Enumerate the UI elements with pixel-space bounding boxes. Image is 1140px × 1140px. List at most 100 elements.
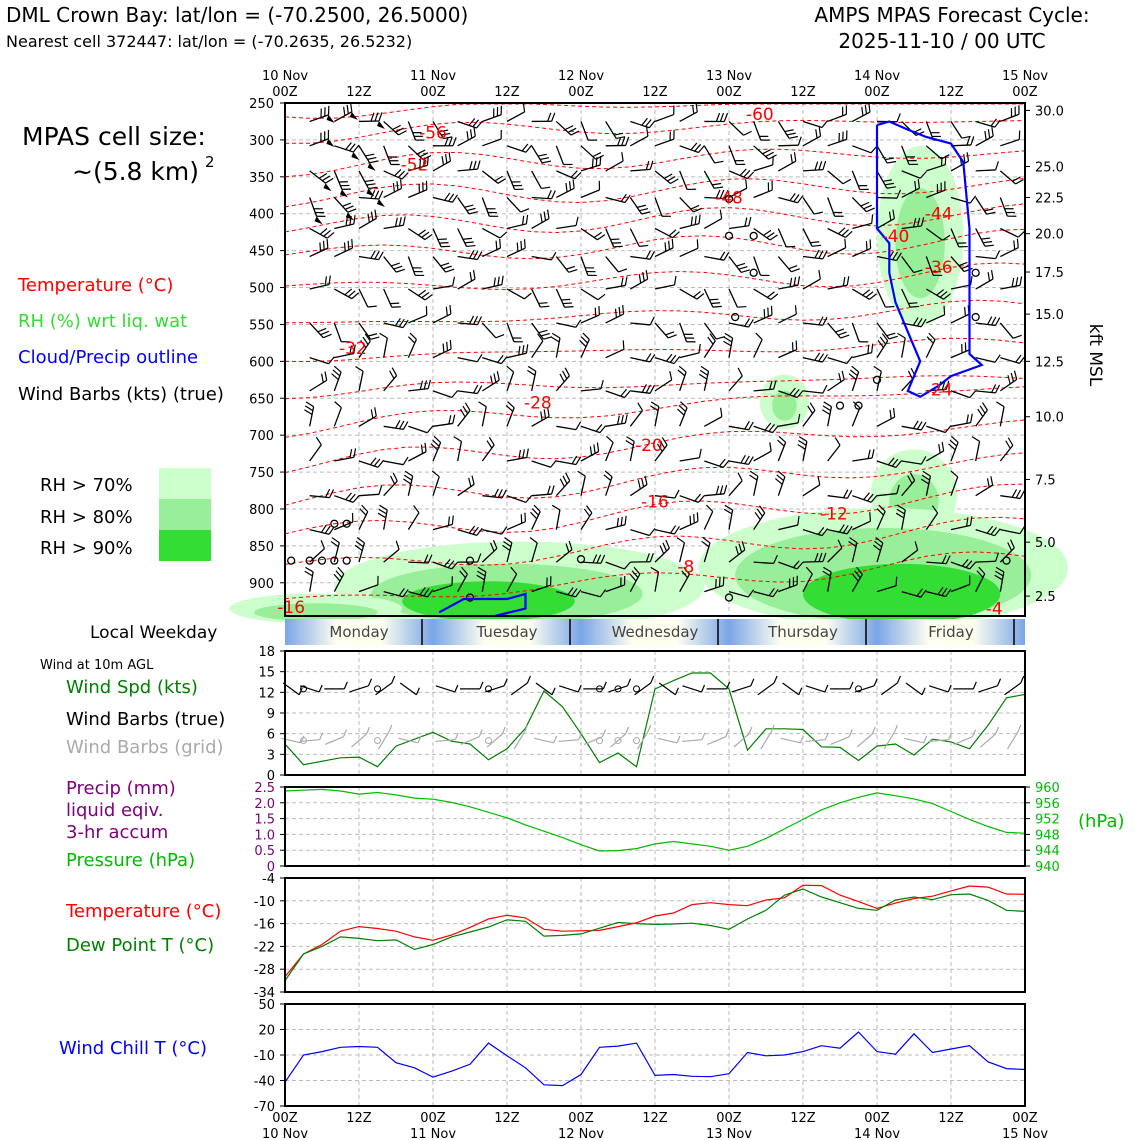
- wind-barb: [358, 457, 385, 468]
- wind-barb-feather: [744, 421, 750, 430]
- wind-barb-feather: [861, 106, 864, 116]
- y-tick-label: 50: [258, 998, 275, 1013]
- wind-barb-staff: [432, 584, 453, 593]
- wind-barb: [827, 130, 848, 147]
- wind-barb-staff: [679, 145, 699, 154]
- wind-barb: [753, 380, 777, 392]
- true-wind-barb: [399, 682, 420, 696]
- wind-barb-feather: [394, 317, 401, 327]
- wind-barb: [383, 120, 407, 136]
- wind-barb-pennant: [326, 138, 335, 147]
- wind-barb-feather: [547, 407, 550, 417]
- grid-barb-staff: [513, 731, 526, 750]
- wind-barb: [975, 354, 1001, 363]
- wind-barb: [802, 270, 821, 290]
- wind-barb: [852, 343, 874, 359]
- wind-barb-feather: [698, 448, 702, 458]
- wind-barb: [334, 142, 360, 160]
- true-wind-barb: [805, 684, 829, 693]
- wind-barb-staff: [506, 352, 527, 359]
- wind-barb-staff: [975, 357, 996, 363]
- wind-barb-feather: [871, 214, 874, 224]
- wind-barb: [506, 102, 526, 123]
- wind-barb: [975, 270, 994, 290]
- wind-barb-feather: [462, 237, 472, 240]
- pressure-tick-label: 650: [249, 392, 274, 407]
- wind-barb-staff: [506, 573, 518, 592]
- subtitle-left: Nearest cell 372447: lat/lon = (-70.2635…: [6, 32, 412, 51]
- wind-barb-pennant: [323, 183, 332, 192]
- y-tick-label: -34: [254, 986, 275, 1001]
- wind-barb-feather: [593, 231, 602, 239]
- y-tick-label-right: 948: [1035, 828, 1060, 843]
- wind-barb-feather: [970, 413, 973, 423]
- pressure-label: Pressure (hPa): [66, 850, 195, 871]
- rh80-label: RH > 80%: [40, 507, 133, 528]
- wind-barb-feather: [469, 250, 475, 259]
- wind-barb-feather: [403, 474, 413, 481]
- wind-barb-staff: [925, 475, 932, 496]
- wind-barb-feather: [537, 333, 544, 342]
- wind-barb-feather: [690, 216, 693, 226]
- wind-barb: [457, 384, 483, 395]
- wind-barb: [679, 448, 702, 462]
- wind-barb-feather: [931, 505, 939, 514]
- wind-barb-feather: [736, 262, 746, 267]
- wind-barb: [457, 353, 483, 363]
- wind-barb-feather: [633, 566, 641, 575]
- wind-barb: [876, 209, 895, 230]
- wind-barb-staff: [432, 121, 444, 139]
- wind-barb-feather: [394, 217, 398, 227]
- wind-barb-feather: [473, 127, 476, 137]
- wind-barb: [506, 512, 526, 531]
- wind-barb-staff: [802, 484, 821, 497]
- wind-barb: [950, 470, 959, 496]
- wind-barb-pennant: [326, 114, 335, 123]
- wind-barb-staff: [876, 322, 890, 340]
- grid-barb-feather: [871, 726, 876, 735]
- grid-barb-staff: [830, 736, 850, 746]
- wind-barb: [531, 251, 557, 261]
- grid-barb-staff: [760, 731, 772, 750]
- wind-barb-staff: [654, 284, 675, 290]
- bottom-date-label: 12 Nov: [558, 1127, 604, 1140]
- grid-barb-feather: [417, 735, 422, 744]
- wind-barb-feather: [705, 504, 714, 512]
- wind-barb: [630, 117, 656, 129]
- wind-barb-feather: [497, 489, 503, 498]
- wind-barb: [309, 356, 335, 365]
- wind-barb-feather: [620, 193, 627, 202]
- wind-barb: [654, 170, 679, 185]
- temperature-label: -16: [641, 493, 669, 513]
- wind-barb-staff: [457, 410, 471, 427]
- wind-barb-staff: [555, 288, 566, 308]
- wind-barb-staff: [728, 549, 746, 563]
- true-wind-barb: [375, 675, 396, 696]
- wind-barb-feather: [842, 178, 852, 185]
- grid-barb-staff: [856, 733, 873, 748]
- wind-barb-staff: [506, 247, 526, 258]
- wind-barb-feather: [604, 470, 613, 478]
- wind-barb-staff: [950, 121, 963, 139]
- wind-barb-feather: [432, 439, 440, 447]
- wind-barb-staff: [481, 547, 498, 563]
- wind-barb-staff: [802, 278, 821, 290]
- wind-barb-staff: [407, 256, 416, 276]
- wind-barb-staff: [901, 120, 917, 136]
- wind-barb: [555, 472, 571, 497]
- rh90-label: RH > 90%: [40, 538, 133, 559]
- wind-barb: [925, 505, 939, 531]
- wind-barb: [551, 332, 561, 358]
- wind-barb-feather: [695, 102, 698, 113]
- wind-barb: [605, 256, 628, 273]
- wind-barb: [994, 566, 1005, 592]
- wind-barb-feather: [507, 401, 515, 409]
- wind-barb-feather: [390, 302, 400, 305]
- wind-barb: [304, 566, 314, 592]
- wind-barb-staff: [531, 542, 538, 563]
- wind-barb: [502, 537, 513, 563]
- wind-barb-feather: [1013, 370, 1018, 380]
- wind-barb-staff: [926, 288, 944, 300]
- calm-circle: [731, 312, 740, 322]
- altitude-tick-label: 22.5: [1035, 191, 1064, 206]
